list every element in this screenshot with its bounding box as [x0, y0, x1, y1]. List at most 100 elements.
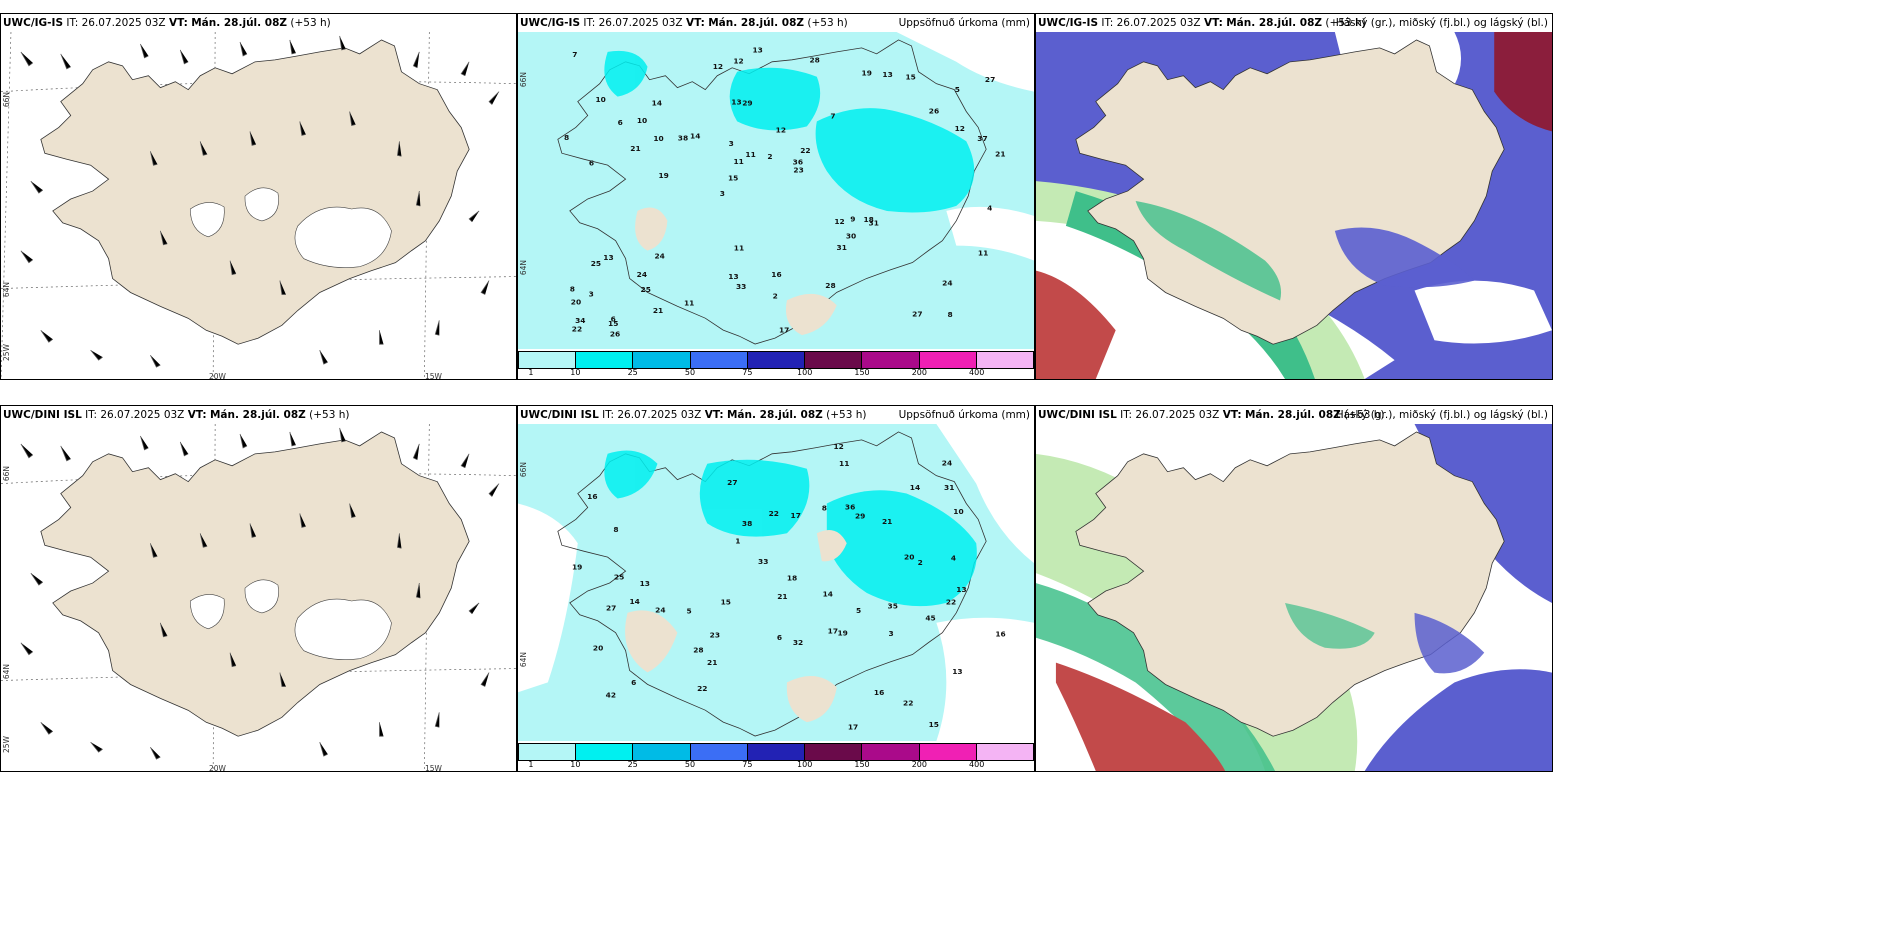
precip-value: 3 [589, 290, 594, 299]
precip-value: 26 [610, 329, 620, 338]
lat-label-top: 66N [519, 462, 528, 478]
precip-value: 5 [856, 606, 861, 615]
low-cloud-over-land [1414, 612, 1485, 674]
precip-value: 22 [903, 699, 913, 708]
precip-value: 36 [793, 158, 803, 167]
lat-label-top: 66N [2, 92, 11, 108]
panel-title: Háský (gr.), miðský (fj.bl.) og lágský (… [1335, 17, 1548, 29]
precip-value: 16 [771, 270, 781, 279]
precip-heavy-areas [604, 50, 975, 213]
precip-value: 12 [713, 62, 723, 71]
colorbar-swatch [918, 352, 976, 368]
iceland-land [40, 39, 470, 345]
lon-label-mid: 20W [209, 372, 226, 380]
colorbar-swatch [518, 744, 576, 760]
precip-value: 7 [572, 50, 577, 59]
colorbar-swatch [518, 352, 576, 368]
precip-value: 19 [862, 68, 872, 77]
colorbar-swatch [975, 744, 1034, 760]
precip-value: 4 [951, 553, 956, 562]
colorbar-label: 100 [797, 368, 813, 377]
panel-precip-igis: UWC/IG-IS IT: 26.07.2025 03Z VT: Mán. 28… [517, 13, 1035, 380]
precip-value: 27 [912, 310, 922, 319]
init-time: IT: 26.07.2025 03Z [1120, 409, 1220, 421]
precip-value: 16 [874, 688, 884, 697]
precip-value: 6 [589, 158, 594, 167]
precip-value: 15 [929, 720, 939, 729]
iceland-land [40, 431, 470, 737]
precip-value: 21 [882, 517, 892, 526]
lead-time: (+53 h) [1325, 17, 1366, 29]
precip-value: 10 [595, 95, 605, 104]
precip-value: 15 [608, 319, 618, 328]
precip-value: 6 [611, 314, 616, 323]
precip-value: 21 [777, 592, 787, 601]
cloud-white-area [1414, 280, 1552, 344]
precip-value: 38 [742, 519, 752, 528]
precip-value: 24 [655, 606, 665, 615]
precip-value: 22 [769, 509, 779, 518]
wind-map-svg [1, 424, 516, 771]
precip-value: 24 [942, 459, 952, 468]
precip-value: 21 [995, 149, 1005, 158]
colorbar-label: 10 [570, 760, 581, 769]
wind-map-svg [1, 32, 516, 379]
model-name: UWC/DINI ISL [1038, 409, 1117, 421]
panel-clouds-dini: UWC/DINI ISL IT: 26.07.2025 03Z VT: Mán.… [1035, 405, 1553, 772]
mid-cloud-over-land [1285, 602, 1375, 649]
precip-value: 8 [822, 504, 827, 513]
precip-value: 6 [777, 633, 782, 642]
valid-time: Mán. 28.júl. 08Z [209, 409, 306, 421]
colorbar-label: 200 [911, 368, 927, 377]
wind-barbs [20, 427, 500, 760]
precip-value: 2 [918, 558, 923, 567]
precip-value: 10 [953, 507, 963, 516]
precip-value: 12 [733, 57, 743, 66]
clouds-map [1036, 424, 1552, 771]
precip-value: 16 [587, 492, 597, 501]
colorbar-swatch [746, 744, 805, 760]
precip-value: 34 [575, 316, 585, 325]
colorbar-swatch [689, 744, 747, 760]
high-cloud-dark [1494, 32, 1552, 132]
lead-time: (+53 h) [1344, 409, 1385, 421]
wind-map [1, 32, 516, 379]
precip-value: 33 [736, 282, 746, 291]
precip-value: 24 [654, 251, 664, 260]
precip-value: 31 [944, 483, 954, 492]
precip-value: 11 [978, 248, 988, 257]
model-name: UWC/IG-IS [520, 17, 581, 29]
clouds-map-svg [1036, 424, 1552, 771]
valid-time: Mán. 28.júl. 08Z [1244, 409, 1341, 421]
precip-value: 25 [614, 572, 624, 581]
precip-value: 37 [977, 134, 987, 143]
lon-label-right: 15W [425, 372, 442, 380]
precip-value: 30 [846, 232, 856, 241]
precip-value: 32 [793, 638, 803, 647]
colorbar-label: 50 [684, 760, 696, 769]
panel-header: UWC/IG-IS IT: 26.07.2025 03Z VT: Mán. 28… [1036, 14, 1552, 32]
precip-value: 15 [721, 598, 731, 607]
precip-map: 8 6 5 3 7 6 13 12 13 14 20 25 29 22 31 10 12 21 12 12 15 13 11… [518, 32, 1034, 349]
precip-value: 13 [882, 70, 892, 79]
mid-cloud-over-land [1135, 201, 1282, 301]
precip-value: 27 [606, 604, 616, 613]
precip-value: 8 [948, 310, 953, 319]
precip-value: 22 [572, 325, 582, 334]
precip-value: 24 [637, 270, 647, 279]
precip-value: 19 [837, 629, 847, 638]
model-name: UWC/DINI ISL [520, 409, 599, 421]
iceland-land [1075, 431, 1505, 737]
precip-dry-areas [635, 207, 837, 336]
panel-clouds-igis: UWC/IG-IS IT: 26.07.2025 03Z VT: Mán. 28… [1035, 13, 1553, 380]
colorbar-labels: 1 10 25 50 75 100 150 200 400 [518, 760, 1034, 771]
precip-value: 19 [572, 563, 582, 572]
panel-title: Uppsöfnuð úrkoma (mm) [898, 409, 1030, 421]
precip-value: 13 [752, 45, 762, 54]
model-name: UWC/IG-IS [3, 17, 64, 29]
precip-heavy-areas [604, 450, 977, 607]
lat-label-top: 66N [519, 72, 528, 88]
vt-label: VT: [168, 17, 188, 29]
panel-header: UWC/IG-IS IT: 26.07.2025 03Z VT: Mán. 28… [518, 14, 1034, 32]
colorbar-swatch [575, 744, 633, 760]
